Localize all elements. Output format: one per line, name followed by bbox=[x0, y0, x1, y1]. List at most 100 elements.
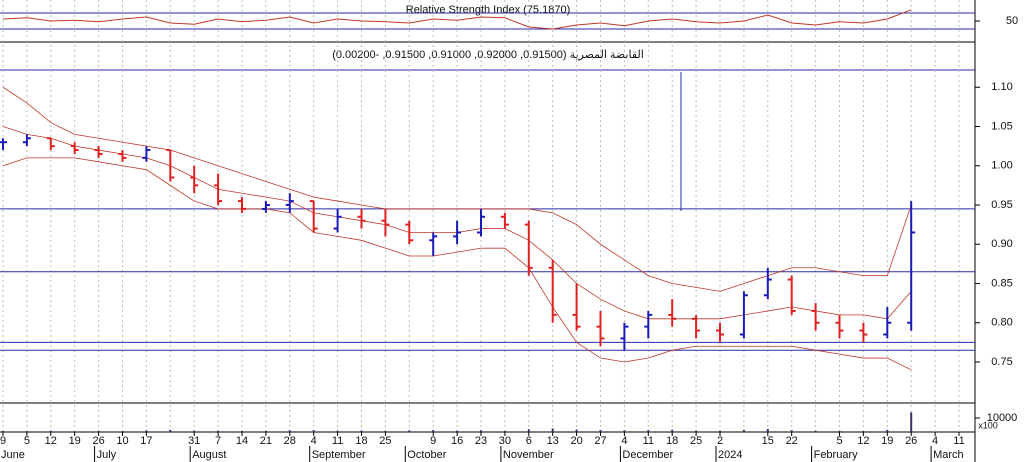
x-tick-label: 4 bbox=[932, 435, 938, 447]
x-tick-label: 5 bbox=[24, 435, 30, 447]
x-tick-label: 27 bbox=[594, 435, 606, 447]
y-tick-label: 1.05 bbox=[991, 120, 1012, 132]
x-tick-label: 5 bbox=[836, 435, 842, 447]
x-tick-label: 18 bbox=[666, 435, 678, 447]
volume-bar bbox=[719, 430, 721, 432]
x-tick-label: 7 bbox=[215, 435, 221, 447]
month-label: September bbox=[312, 449, 366, 461]
volume-bar bbox=[264, 430, 267, 432]
x-tick-label: 15 bbox=[762, 435, 774, 447]
month-label: November bbox=[503, 449, 554, 461]
month-label: February bbox=[814, 449, 859, 461]
volume-bar bbox=[599, 429, 602, 432]
x-tick-label: 31 bbox=[188, 435, 200, 447]
x-tick-label: 9 bbox=[0, 435, 6, 447]
volume-bar bbox=[217, 430, 220, 432]
volume-bar bbox=[312, 430, 315, 432]
month-label: July bbox=[97, 449, 117, 461]
x-tick-label: 26 bbox=[905, 435, 917, 447]
rsi-title: Relative Strength Index (75.1870) bbox=[406, 4, 571, 16]
month-label: 2024 bbox=[718, 449, 742, 461]
volume-bar bbox=[814, 430, 817, 432]
x-tick-label: 21 bbox=[260, 435, 272, 447]
x-tick-label: 19 bbox=[69, 435, 81, 447]
x-tick-label: 9 bbox=[430, 435, 436, 447]
volume-bar bbox=[862, 431, 865, 432]
x-tick-label: 4 bbox=[621, 435, 627, 447]
x-tick-label: 20 bbox=[570, 435, 582, 447]
volume-bar bbox=[336, 430, 339, 432]
x-tick-label: 4 bbox=[311, 435, 317, 447]
unit-label: x100 bbox=[978, 420, 998, 430]
y-tick-label: 0.95 bbox=[991, 199, 1012, 211]
volume-bar bbox=[360, 430, 363, 432]
x-tick-label: 16 bbox=[451, 435, 463, 447]
month-label: March bbox=[933, 449, 964, 461]
x-tick-label: 26 bbox=[92, 435, 104, 447]
x-tick-label: 25 bbox=[379, 435, 391, 447]
volume-bar bbox=[886, 429, 889, 432]
volume-bar bbox=[121, 431, 124, 432]
volume-bar bbox=[97, 431, 100, 432]
volume-bar bbox=[742, 429, 745, 432]
volume-bar bbox=[623, 430, 626, 432]
volume-bar bbox=[25, 431, 28, 432]
price-title: القابضة المصرية (0.91500, 0.92000, 0.910… bbox=[332, 49, 644, 61]
volume-bar bbox=[503, 430, 506, 432]
rsi-line bbox=[2, 9, 912, 30]
volume-bar bbox=[527, 429, 530, 432]
x-tick-label: 11 bbox=[643, 435, 654, 447]
volume-bar bbox=[456, 430, 459, 432]
volume-bar bbox=[241, 431, 243, 432]
volume-bar bbox=[551, 428, 554, 432]
volume-bar bbox=[480, 430, 482, 432]
volume-bar bbox=[288, 430, 291, 432]
x-tick-label: 2 bbox=[717, 435, 723, 447]
x-tick-label: 6 bbox=[526, 435, 532, 447]
y-tick-label: 50 bbox=[1006, 15, 1018, 27]
volume-bar bbox=[647, 430, 650, 432]
y-tick-label: 1.00 bbox=[991, 160, 1012, 172]
x-tick-label: 12 bbox=[45, 435, 57, 447]
volume-bar bbox=[910, 412, 913, 432]
x-tick-label: 19 bbox=[881, 435, 893, 447]
volume-bar bbox=[193, 430, 196, 432]
x-tick-label: 12 bbox=[857, 435, 869, 447]
volume-bar bbox=[432, 430, 435, 432]
x-tick-label: 10 bbox=[116, 435, 128, 447]
x-tick-label: 11 bbox=[953, 435, 964, 447]
y-tick-label: 1.10 bbox=[991, 81, 1012, 93]
volume-bar bbox=[145, 430, 148, 432]
month-label: December bbox=[622, 449, 673, 461]
y-tick-label: 0.90 bbox=[991, 238, 1012, 250]
volume-bar bbox=[695, 430, 698, 432]
x-tick-label: 25 bbox=[690, 435, 702, 447]
volume-bar bbox=[790, 430, 793, 432]
y-tick-label: 0.85 bbox=[991, 277, 1012, 289]
bollinger-upper bbox=[2, 86, 912, 292]
volume-bar bbox=[766, 428, 769, 432]
volume-bar bbox=[384, 430, 387, 432]
volume-bar bbox=[49, 430, 52, 432]
month-label: October bbox=[407, 449, 446, 461]
x-tick-label: 17 bbox=[140, 435, 152, 447]
month-label: August bbox=[192, 449, 226, 461]
y-tick-label: 0.80 bbox=[991, 317, 1012, 329]
bollinger-lower bbox=[2, 157, 912, 371]
x-tick-label: 28 bbox=[284, 435, 296, 447]
x-tick-label: 14 bbox=[236, 435, 248, 447]
y-tick-label: 10000 bbox=[987, 412, 1018, 424]
volume-bar bbox=[169, 429, 172, 432]
month-label: June bbox=[1, 449, 25, 461]
volume-bar bbox=[575, 429, 578, 432]
volume-bar bbox=[408, 430, 411, 432]
volume-bar bbox=[671, 429, 674, 432]
volume-bar bbox=[2, 430, 4, 432]
x-tick-label: 30 bbox=[499, 435, 511, 447]
x-tick-label: 18 bbox=[355, 435, 367, 447]
y-tick-label: 0.75 bbox=[991, 356, 1012, 368]
x-tick-label: 23 bbox=[475, 435, 487, 447]
volume-bar bbox=[73, 431, 76, 432]
